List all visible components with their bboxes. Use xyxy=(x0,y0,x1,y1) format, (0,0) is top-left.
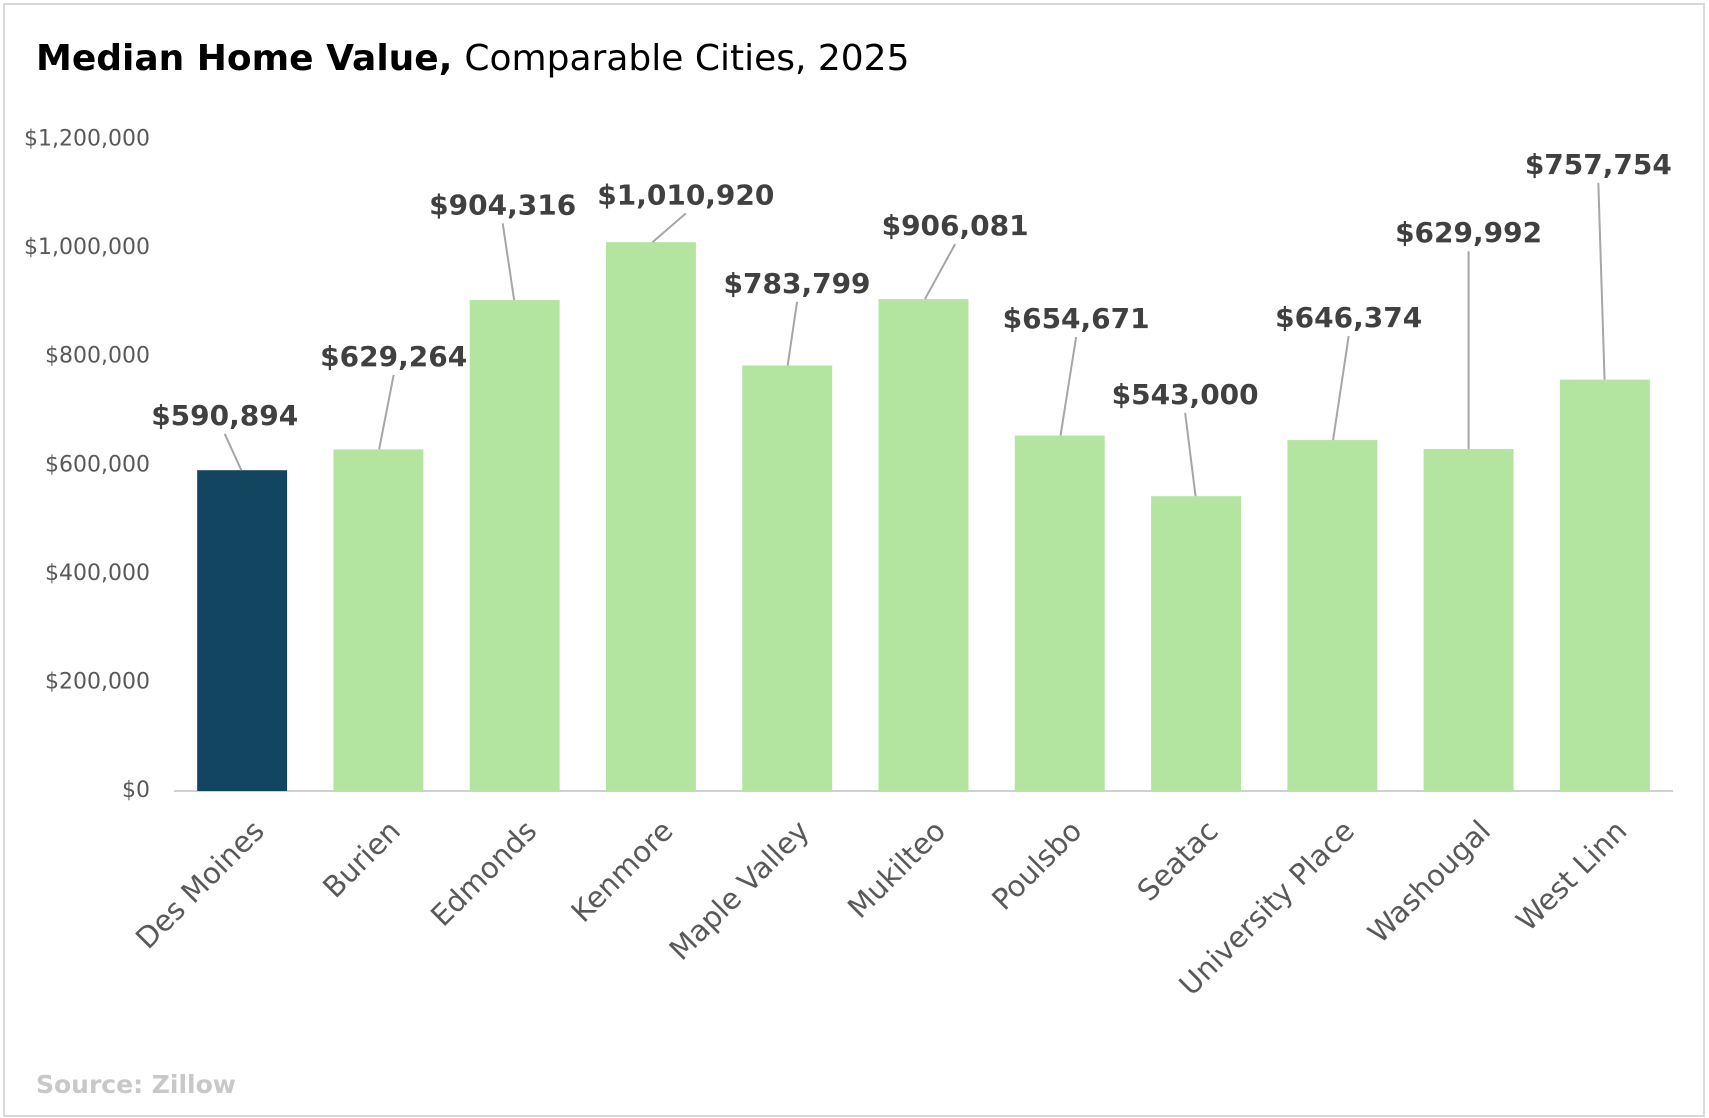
data-label: $654,671 xyxy=(1003,302,1150,335)
leader-line xyxy=(1059,336,1078,436)
bar xyxy=(333,449,424,791)
data-label: $783,799 xyxy=(724,267,871,300)
source-note: Source: Zillow xyxy=(36,1070,236,1099)
leader-line xyxy=(501,223,516,301)
chart-title: Median Home Value, xyxy=(36,38,452,79)
data-label: $1,010,920 xyxy=(597,178,774,211)
y-tick-label: $400,000 xyxy=(45,561,150,586)
leader-line xyxy=(924,243,956,300)
y-tick-label: $1,000,000 xyxy=(24,235,150,260)
leader-line xyxy=(378,374,395,450)
y-tick-label: $200,000 xyxy=(45,669,150,694)
bar xyxy=(1559,379,1650,791)
y-tick-label: $1,200,000 xyxy=(24,127,150,152)
y-tick-label: $600,000 xyxy=(45,452,150,477)
leader-line xyxy=(223,433,243,471)
chart-subtitle: Comparable Cities, 2025 xyxy=(464,38,909,79)
data-label: $629,264 xyxy=(320,340,467,373)
bar xyxy=(1014,435,1105,791)
data-label: $543,000 xyxy=(1112,378,1259,411)
leader-line xyxy=(786,301,799,366)
bar xyxy=(878,299,969,791)
data-label: $904,316 xyxy=(429,188,576,221)
leader-line xyxy=(651,212,687,243)
data-label: $757,754 xyxy=(1525,148,1672,181)
data-label: $646,374 xyxy=(1275,301,1422,334)
chart-frame xyxy=(3,3,1705,1117)
bar xyxy=(197,470,288,791)
chart-title-group: Median Home Value, Comparable Cities, 202… xyxy=(36,38,910,79)
data-label: $906,081 xyxy=(882,209,1029,242)
y-tick-label: $800,000 xyxy=(45,344,150,369)
leader-line xyxy=(1184,412,1197,497)
bar xyxy=(605,242,696,792)
bar xyxy=(1423,448,1514,791)
bar xyxy=(742,365,833,791)
data-label: $629,992 xyxy=(1395,216,1542,249)
y-tick-label: $0 xyxy=(122,778,150,803)
leader-line xyxy=(1332,335,1350,441)
bar xyxy=(1151,496,1242,791)
leader-line xyxy=(1597,182,1606,380)
bar xyxy=(1287,440,1378,791)
bar xyxy=(469,300,560,791)
data-label: $590,894 xyxy=(151,399,298,432)
